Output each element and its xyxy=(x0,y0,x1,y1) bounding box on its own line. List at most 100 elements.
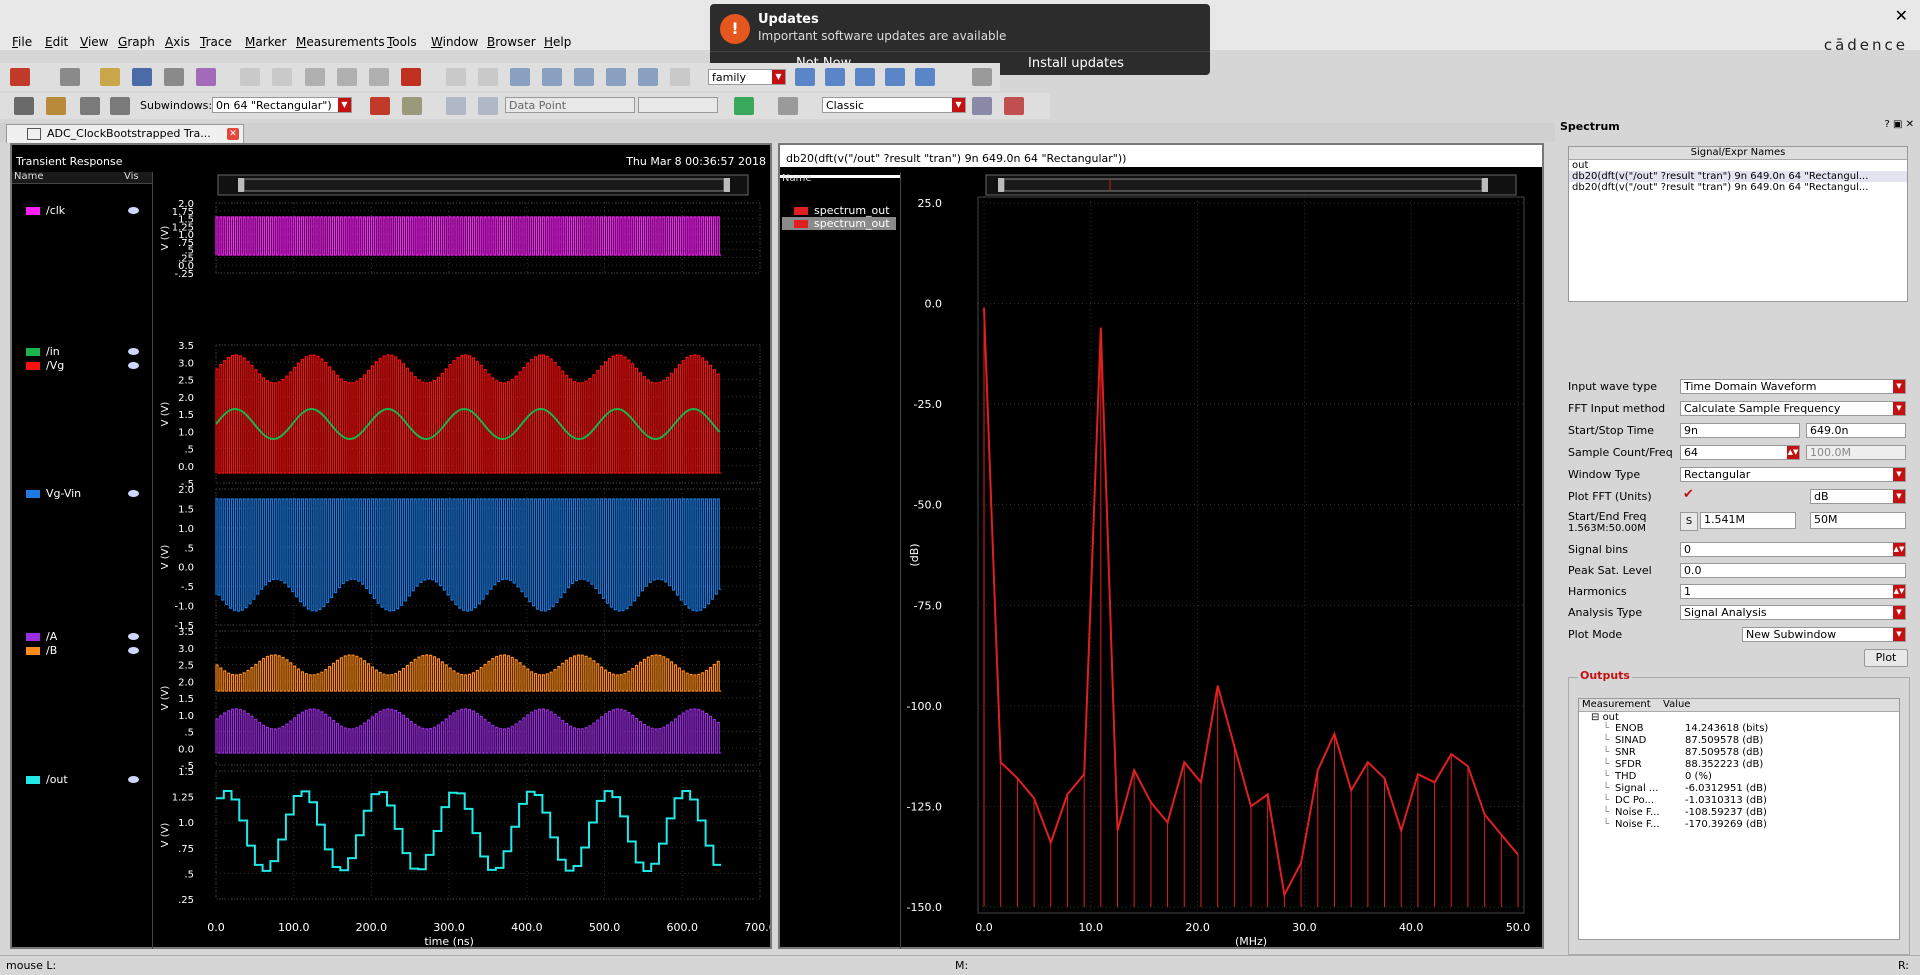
output-row[interactable]: └ THD 0 (%) xyxy=(1603,771,1712,782)
visibility-eye-icon[interactable] xyxy=(128,633,139,640)
strip-icon[interactable] xyxy=(80,97,100,115)
freq-s-button[interactable]: S xyxy=(1680,512,1698,531)
legend-spectrum-out[interactable]: spectrum_out xyxy=(794,204,890,217)
signal-item[interactable]: out xyxy=(1572,160,1589,171)
output-row[interactable]: └ SINAD 87.509578 (dB) xyxy=(1603,735,1764,746)
export-icon[interactable] xyxy=(196,68,216,86)
layout-d-icon[interactable] xyxy=(885,68,905,86)
signal-item[interactable]: db20(dft(v("/out" ?result "tran") 9n 649… xyxy=(1572,182,1869,193)
install-updates-button[interactable]: Install updates xyxy=(1028,56,1124,71)
visibility-eye-icon[interactable] xyxy=(128,348,139,355)
style-combo[interactable]: Classic ▼ xyxy=(822,97,966,113)
delete-icon[interactable] xyxy=(401,68,421,86)
redo-icon[interactable] xyxy=(272,68,292,86)
layout-c-icon[interactable] xyxy=(855,68,875,86)
stop-time-input[interactable]: 649.0n xyxy=(1806,423,1906,438)
legend-spectrum-out-selected[interactable]: spectrum_out xyxy=(782,217,896,230)
outputs-root[interactable]: ⊟ out xyxy=(1591,712,1619,723)
grid-icon[interactable] xyxy=(972,68,992,86)
visibility-eye-icon[interactable] xyxy=(128,207,139,214)
menu-tools[interactable]: Tools xyxy=(387,35,417,49)
menu-graph[interactable]: Graph xyxy=(118,35,155,49)
zoom-y-icon[interactable] xyxy=(574,68,594,86)
menu-marker[interactable]: Marker xyxy=(245,35,287,49)
flag-icon[interactable] xyxy=(370,97,390,115)
new-window-icon[interactable] xyxy=(10,68,30,86)
crosshair-icon[interactable] xyxy=(46,97,66,115)
table-icon[interactable] xyxy=(778,97,798,115)
window-close-icon[interactable]: ✕ xyxy=(1894,6,1908,25)
input-wave-type-select[interactable]: Time Domain Waveform ▼ xyxy=(1680,379,1906,394)
layout-e-icon[interactable] xyxy=(915,68,935,86)
harmonics-spin[interactable]: 1 ▲▼ xyxy=(1680,584,1906,599)
menu-file[interactable]: File xyxy=(12,35,33,49)
outputs-table[interactable]: Measurement Value ⊟ out └ ENOB 14.243618 (… xyxy=(1578,698,1900,940)
new-subwindow-icon[interactable] xyxy=(60,68,80,86)
visibility-eye-icon[interactable] xyxy=(128,776,139,783)
transient-subwindow[interactable]: Transient Response Thu Mar 8 00:36:57 20… xyxy=(10,143,772,949)
transient-plots[interactable]: 2.01.751.51.251.0.75.5.250.0-.25V (V)3.5… xyxy=(12,145,770,947)
back-icon[interactable] xyxy=(446,97,466,115)
bar-chart-icon[interactable] xyxy=(734,97,754,115)
legend-a[interactable]: /A xyxy=(26,630,57,643)
fft-units-select[interactable]: dB ▼ xyxy=(1810,489,1906,504)
open-icon[interactable] xyxy=(100,68,120,86)
legend-in[interactable]: /in xyxy=(26,345,60,358)
visibility-eye-icon[interactable] xyxy=(128,647,139,654)
signal-list[interactable]: Signal/Expr Names out db20(dft(v("/out" … xyxy=(1568,146,1908,302)
legend-out[interactable]: /out xyxy=(26,773,68,786)
close-graph-icon[interactable] xyxy=(1004,97,1024,115)
zoom-region-icon[interactable] xyxy=(638,68,658,86)
zoom-in-icon[interactable] xyxy=(446,68,466,86)
menu-help[interactable]: Help xyxy=(544,35,572,49)
print-icon[interactable] xyxy=(164,68,184,86)
undo-icon[interactable] xyxy=(240,68,260,86)
menu-view[interactable]: View xyxy=(80,35,109,49)
start-time-input[interactable]: 9n xyxy=(1680,423,1800,438)
marker-icon[interactable] xyxy=(402,97,422,115)
window-type-select[interactable]: Rectangular ▼ xyxy=(1680,467,1906,482)
output-row[interactable]: └ ENOB 14.243618 (bits) xyxy=(1603,723,1769,734)
output-row[interactable]: └ SFDR 88.352223 (dB) xyxy=(1603,759,1764,770)
legend-vg[interactable]: /Vg xyxy=(26,359,64,372)
fft-input-method-select[interactable]: Calculate Sample Frequency ▼ xyxy=(1680,401,1906,416)
signal-bins-spin[interactable]: 0 ▲▼ xyxy=(1680,542,1906,557)
output-row[interactable]: └ Signal ... -6.0312951 (dB) xyxy=(1603,783,1767,794)
tab-close-icon[interactable]: ✕ xyxy=(227,128,239,140)
legend-clk[interactable]: /clk xyxy=(26,204,65,217)
zoom-x-icon[interactable] xyxy=(542,68,562,86)
menu-trace[interactable]: Trace xyxy=(200,35,232,49)
layout-a-icon[interactable] xyxy=(795,68,815,86)
spectrum-chart[interactable]: 25.0 0.0 -25.0 -50.0 -75.0 -100.0 -125.0 -150.0… xyxy=(780,145,1542,947)
visibility-eye-icon[interactable] xyxy=(128,490,139,497)
signal-item[interactable]: db20(dft(v("/out" ?result "tran") 9n 649… xyxy=(1569,171,1907,182)
zoom-out-icon[interactable] xyxy=(478,68,498,86)
plot-fft-checkbox[interactable]: ✔ xyxy=(1683,487,1694,502)
menu-axis[interactable]: Axis xyxy=(165,35,190,49)
tab-adc-clock[interactable]: ADC_ClockBootstrapped Tra... ✕ xyxy=(6,124,244,143)
plot-mode-select[interactable]: New Subwindow ▼ xyxy=(1742,627,1906,642)
datapoint-value[interactable] xyxy=(638,97,718,113)
split-icon[interactable] xyxy=(110,97,130,115)
zoom-fit-icon[interactable] xyxy=(510,68,530,86)
output-row[interactable]: └ Noise F... -170.39269 (dB) xyxy=(1603,819,1767,830)
end-freq-input[interactable]: 50M xyxy=(1810,512,1906,529)
legend-vg-vin[interactable]: Vg-Vin xyxy=(26,487,81,500)
menu-browser[interactable]: Browser xyxy=(487,35,536,49)
peak-sat-input[interactable]: 0.0 xyxy=(1680,563,1906,578)
family-combo[interactable]: family ▼ xyxy=(708,69,786,85)
output-row[interactable]: └ SNR 87.509578 (dB) xyxy=(1603,747,1764,758)
paste-icon[interactable] xyxy=(369,68,389,86)
datapoint-combo[interactable]: Data Point xyxy=(505,97,635,113)
legend-b[interactable]: /B xyxy=(26,644,57,657)
menu-measurements[interactable]: Measurements xyxy=(296,35,385,49)
zoom-box-icon[interactable] xyxy=(606,68,626,86)
sample-count-spin[interactable]: 64 ▲▼ xyxy=(1680,445,1800,460)
select-mode-icon[interactable] xyxy=(14,97,34,115)
graph-icon[interactable] xyxy=(972,97,992,115)
start-freq-input[interactable]: 1.541M xyxy=(1700,512,1796,529)
copy-icon[interactable] xyxy=(337,68,357,86)
forward-icon[interactable] xyxy=(478,97,498,115)
plot-button[interactable]: Plot xyxy=(1864,649,1908,667)
pan-icon[interactable] xyxy=(670,68,690,86)
